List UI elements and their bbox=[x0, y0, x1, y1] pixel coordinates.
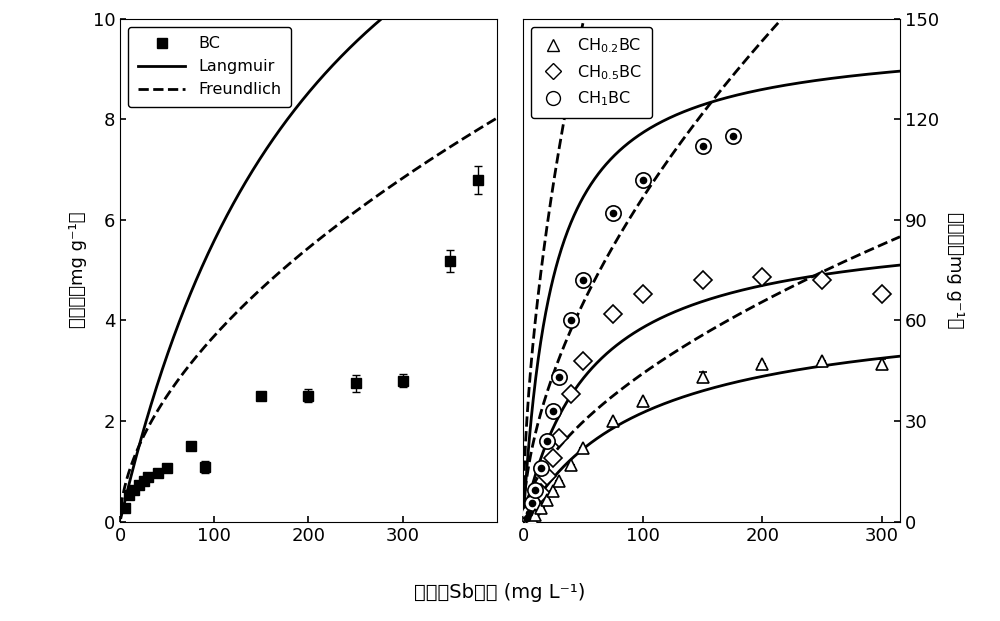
Y-axis label: 吸附量（mg g⁻¹）: 吸附量（mg g⁻¹） bbox=[946, 212, 964, 329]
Legend: BC, Langmuir, Freundlich: BC, Langmuir, Freundlich bbox=[128, 27, 291, 107]
Text: 溶液中Sb含量 (mg L⁻¹): 溶液中Sb含量 (mg L⁻¹) bbox=[414, 583, 586, 602]
Legend: CH$_{0.2}$BC, CH$_{0.5}$BC, CH$_{1}$BC: CH$_{0.2}$BC, CH$_{0.5}$BC, CH$_{1}$BC bbox=[531, 27, 652, 118]
Y-axis label: 吸附量（mg g⁻¹）: 吸附量（mg g⁻¹） bbox=[69, 212, 87, 329]
